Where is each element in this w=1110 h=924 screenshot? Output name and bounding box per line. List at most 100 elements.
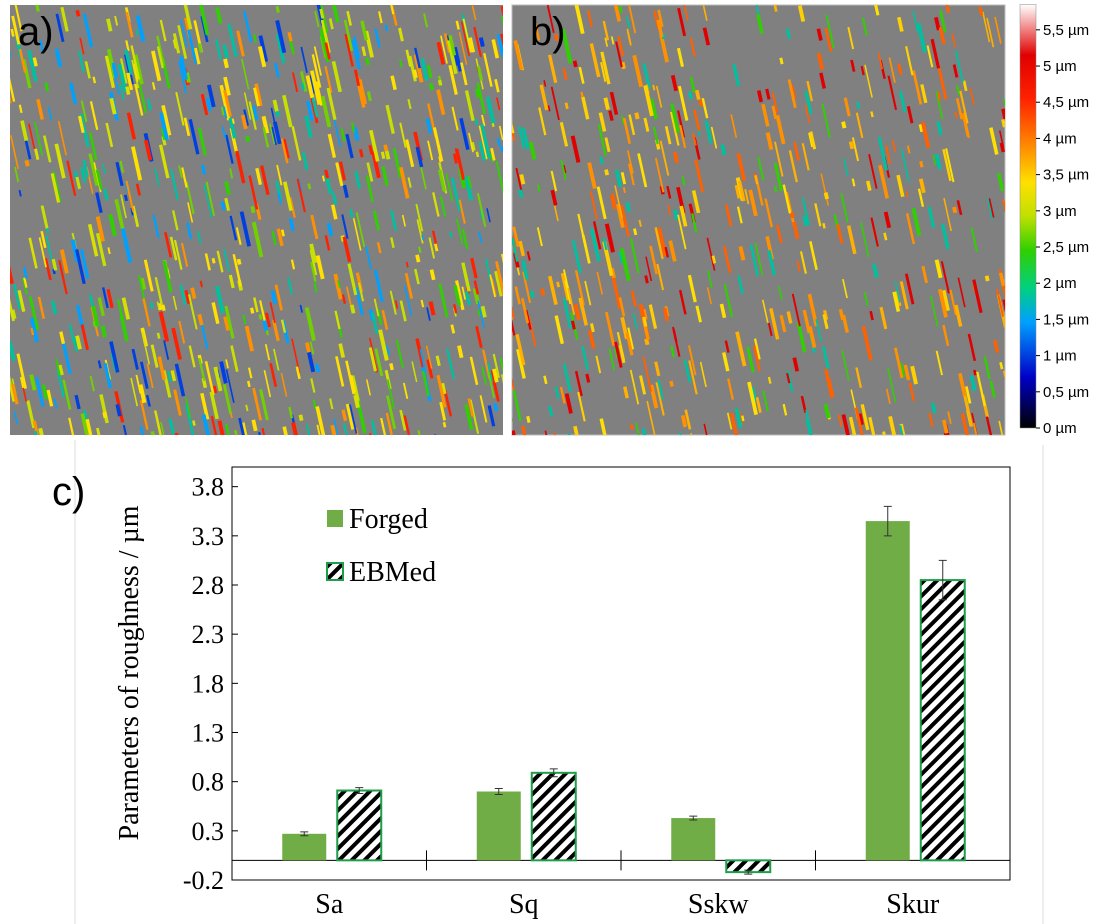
streak: [395, 339, 404, 368]
streak: [562, 68, 568, 80]
streak: [957, 277, 966, 308]
streak: [353, 36, 361, 59]
streak: [566, 285, 576, 315]
streak: [791, 85, 797, 99]
streak: [43, 135, 52, 163]
streak: [455, 148, 466, 181]
streak: [401, 214, 406, 227]
streak: [275, 110, 280, 117]
streak: [590, 323, 595, 333]
streak: [962, 393, 974, 427]
streak: [156, 301, 160, 309]
streak: [703, 423, 708, 435]
streak: [418, 246, 422, 253]
streak: [161, 104, 172, 136]
streak: [596, 186, 607, 220]
streak: [30, 327, 35, 336]
streak: [163, 340, 170, 360]
streak: [72, 336, 79, 352]
streak: [39, 40, 45, 53]
streak: [57, 120, 67, 156]
streak: [943, 197, 952, 232]
streak: [842, 278, 848, 299]
streak: [352, 218, 362, 251]
streak: [151, 82, 156, 91]
streak: [69, 82, 78, 105]
streak: [560, 159, 567, 180]
streak: [984, 275, 990, 282]
streak: [258, 35, 269, 63]
streak: [499, 33, 503, 49]
streak: [942, 149, 952, 182]
streak: [654, 157, 665, 193]
streak: [469, 356, 479, 386]
streak: [752, 345, 761, 372]
streak: [432, 192, 440, 217]
streak: [699, 361, 707, 388]
streak: [677, 214, 687, 250]
streak: [618, 250, 624, 264]
streak: [88, 132, 98, 161]
streak: [288, 218, 295, 232]
streak: [934, 153, 942, 170]
error-bar: [494, 788, 503, 795]
streak: [341, 409, 348, 422]
streak: [632, 54, 644, 88]
streak: [899, 423, 906, 435]
streak: [698, 99, 703, 107]
streak: [373, 298, 380, 317]
streak: [415, 254, 421, 263]
streak: [178, 320, 186, 344]
streak: [976, 371, 986, 407]
streak: [515, 167, 523, 194]
streak: [111, 62, 119, 79]
streak: [563, 269, 569, 289]
streak: [75, 335, 82, 350]
streak: [574, 270, 585, 306]
streak: [180, 19, 188, 48]
streak: [683, 359, 692, 383]
streak: [386, 379, 395, 410]
streak: [597, 124, 607, 157]
colorbar-label: 2 µm: [1043, 275, 1077, 292]
streak: [550, 86, 560, 121]
streak: [581, 96, 590, 120]
streak: [438, 283, 449, 318]
streak: [512, 390, 522, 422]
streak: [3, 414, 5, 424]
streak: [205, 97, 212, 112]
streak: [468, 132, 474, 153]
streak: [405, 139, 415, 168]
streak: [814, 203, 822, 227]
streak: [158, 311, 170, 342]
streak: [449, 231, 453, 238]
streak: [199, 280, 204, 288]
streak: [648, 304, 658, 329]
streak: [782, 403, 788, 416]
streak: [251, 419, 258, 432]
streak: [786, 311, 793, 324]
streak: [253, 87, 260, 107]
streak: [819, 72, 826, 89]
streak: [188, 119, 200, 155]
streak: [753, 338, 761, 360]
streak: [307, 351, 316, 373]
streak: [930, 402, 937, 414]
streak: [499, 357, 503, 375]
streak: [130, 146, 143, 181]
streak: [374, 28, 381, 48]
streak: [171, 210, 179, 231]
streak: [978, 6, 984, 16]
streak: [381, 309, 389, 330]
streak: [0, 332, 5, 355]
streak: [291, 422, 298, 435]
streak: [476, 193, 487, 228]
streak: [905, 213, 916, 245]
streak: [197, 127, 207, 156]
streak: [365, 379, 371, 396]
streak: [309, 243, 318, 264]
streak: [604, 37, 609, 47]
streak: [572, 60, 578, 68]
streak: [18, 48, 27, 73]
streak: [254, 83, 263, 107]
